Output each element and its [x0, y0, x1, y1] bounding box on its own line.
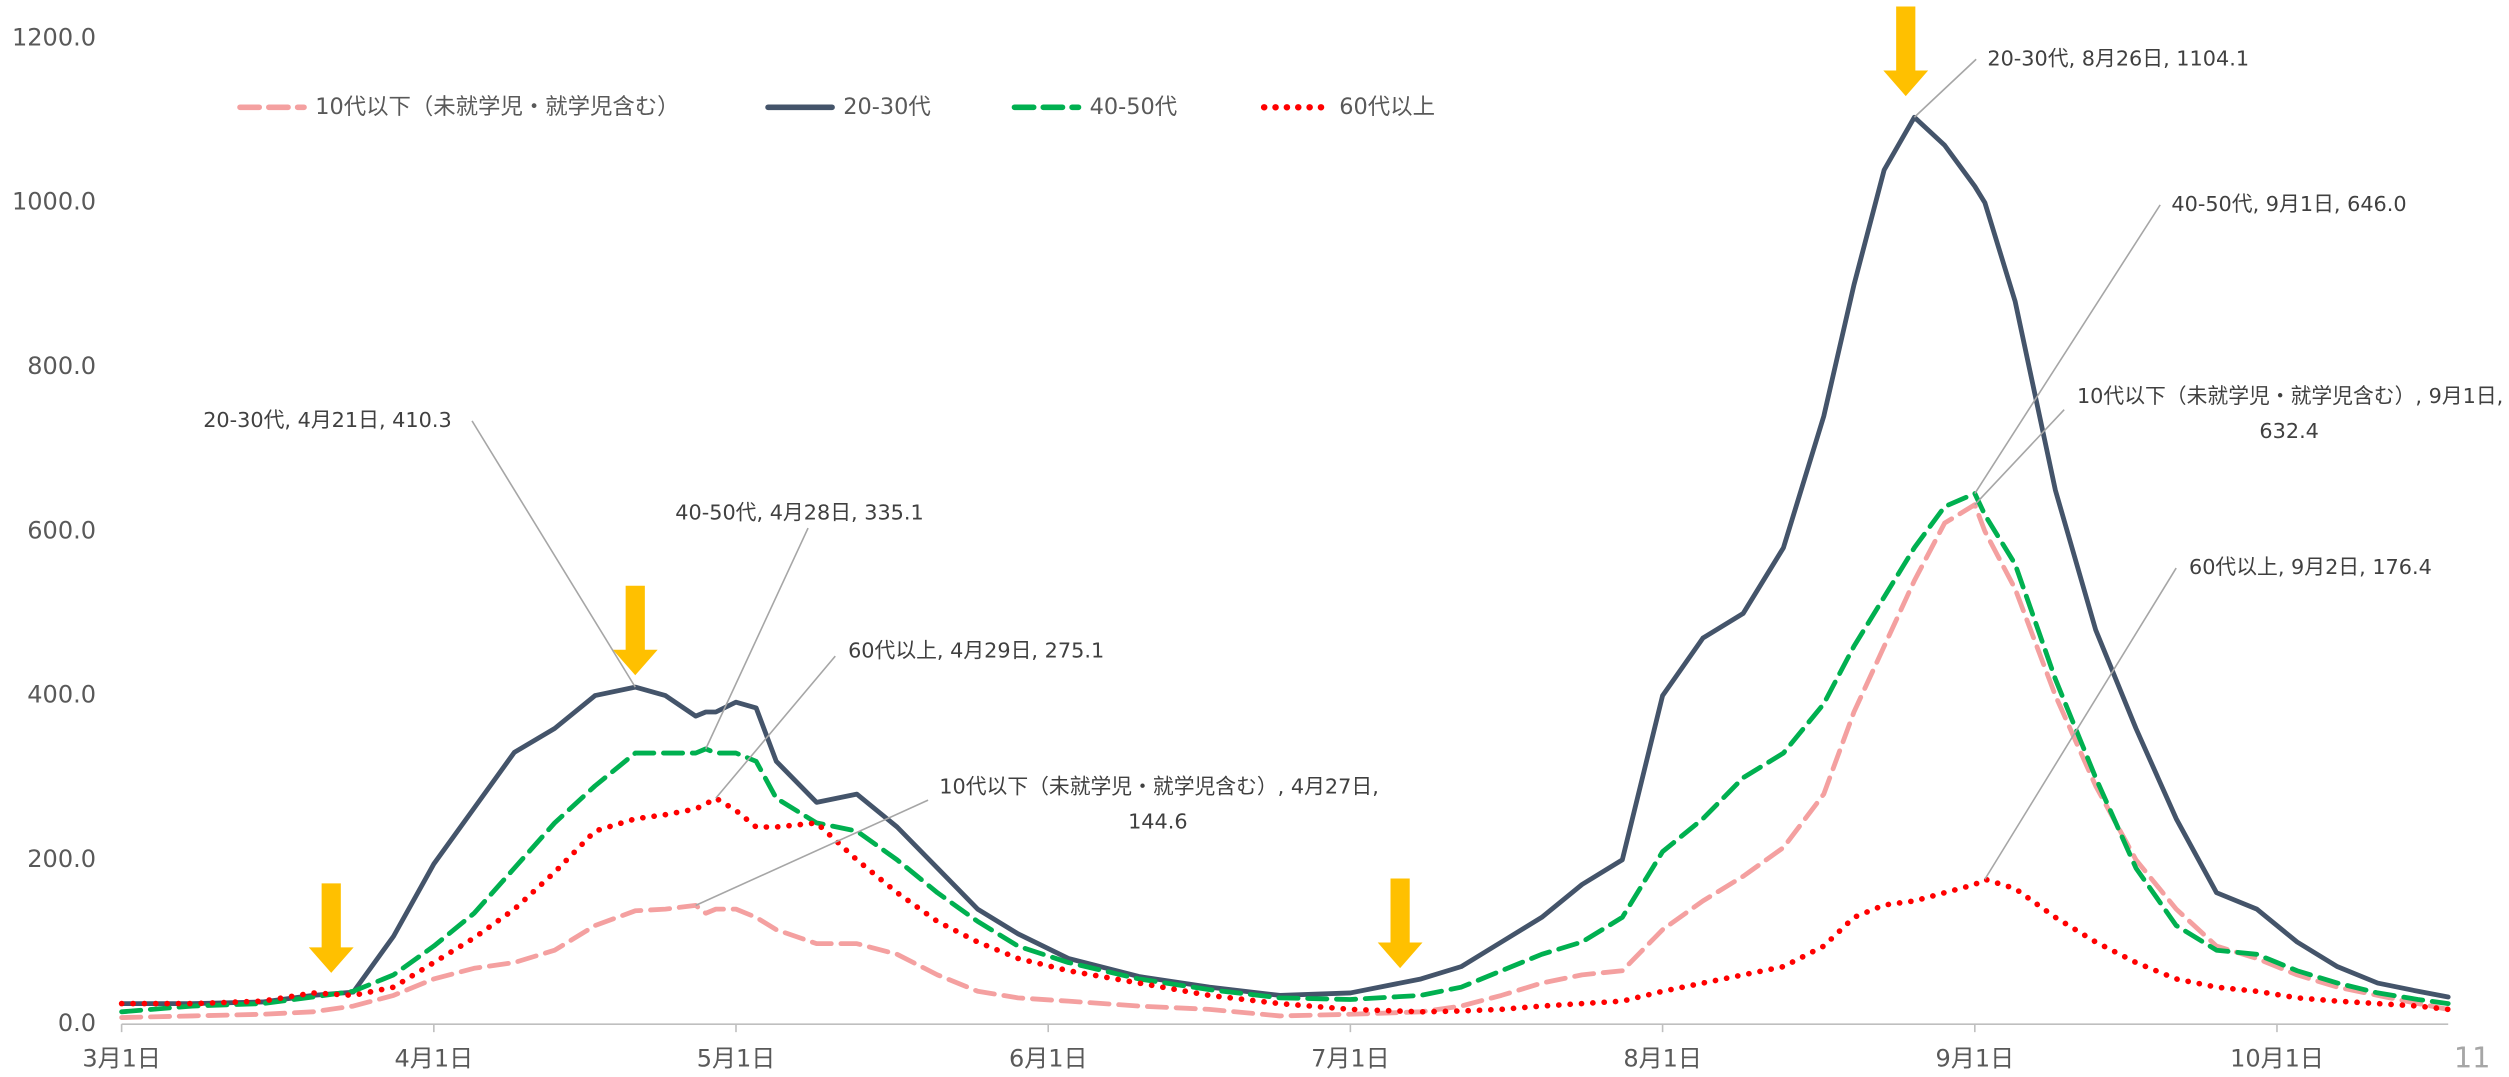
leader-line: [471, 420, 636, 688]
legend-label: 40-50代: [1090, 94, 1177, 120]
data-label: 40-50代, 9月1日, 646.0: [2171, 192, 2406, 216]
series-line: [119, 502, 2451, 1020]
arrow: [1883, 6, 1929, 97]
leader-line: [1974, 204, 2161, 494]
leader-line: [705, 527, 809, 750]
data-label-line: 632.4: [2259, 419, 2319, 443]
data-label: 40-50代, 4月28日, 335.1: [675, 501, 923, 525]
y-tick-label: 200.0: [27, 845, 96, 873]
data-label: 10代以下（未就学児・就学児含む）, 9月1日, 632.4: [2077, 384, 2503, 443]
x-tick-label: 9月1日: [1936, 1044, 2015, 1072]
leader-line: [1974, 409, 2065, 506]
leader-line: [695, 799, 929, 907]
data-label: 60代以上, 9月2日, 176.4: [2189, 555, 2432, 579]
data-label-line: 144.6: [1128, 810, 1188, 834]
arrow: [308, 883, 354, 973]
legend-label: 10代以下（未就学児・就学児含む）: [315, 94, 679, 120]
data-label: 60代以上, 4月29日, 275.1: [848, 638, 1104, 662]
y-tick-label: 0.0: [58, 1009, 96, 1037]
x-tick-label: 10月1日: [2230, 1044, 2324, 1072]
leader-line: [1984, 567, 2177, 880]
x-tick-label: 3月1日: [82, 1044, 161, 1072]
y-tick-label: 800.0: [27, 352, 96, 380]
x-tick-label: 5月1日: [697, 1044, 776, 1072]
x-tick-label: 8月1日: [1623, 1044, 1702, 1072]
data-label: 20-30代, 8月26日, 1104.1: [1987, 46, 2249, 70]
y-tick-label: 400.0: [27, 681, 96, 709]
leader-line: [1913, 58, 1977, 118]
x-tick-label: 4月1日: [395, 1044, 474, 1072]
legend-label: 60代以上: [1339, 94, 1435, 120]
y-tick-label: 1200.0: [12, 23, 96, 51]
data-label: 20-30代, 4月21日, 410.3: [203, 408, 451, 432]
y-tick-label: 600.0: [27, 516, 96, 544]
arrow: [1377, 878, 1423, 969]
data-label: 10代以下（未就学児・就学児含む）, 4月27日, 144.6: [939, 774, 1379, 833]
x-tick-label: 6月1日: [1009, 1044, 1088, 1072]
arrows: [308, 6, 1929, 973]
y-tick-label: 1000.0: [12, 188, 96, 216]
legend-label: 20-30代: [843, 94, 930, 120]
series-line: [119, 114, 2451, 1007]
leader-line: [715, 655, 836, 799]
page-number: 11: [2454, 1040, 2491, 1074]
series-line: [119, 491, 2451, 1015]
series-line: [118, 795, 2451, 1015]
data-label-line: 10代以下（未就学児・就学児含む）, 4月27日,: [939, 774, 1379, 798]
arrow: [612, 585, 658, 676]
x-tick-label: 7月1日: [1311, 1044, 1390, 1072]
data-label-line: 10代以下（未就学児・就学児含む）, 9月1日,: [2077, 384, 2503, 408]
